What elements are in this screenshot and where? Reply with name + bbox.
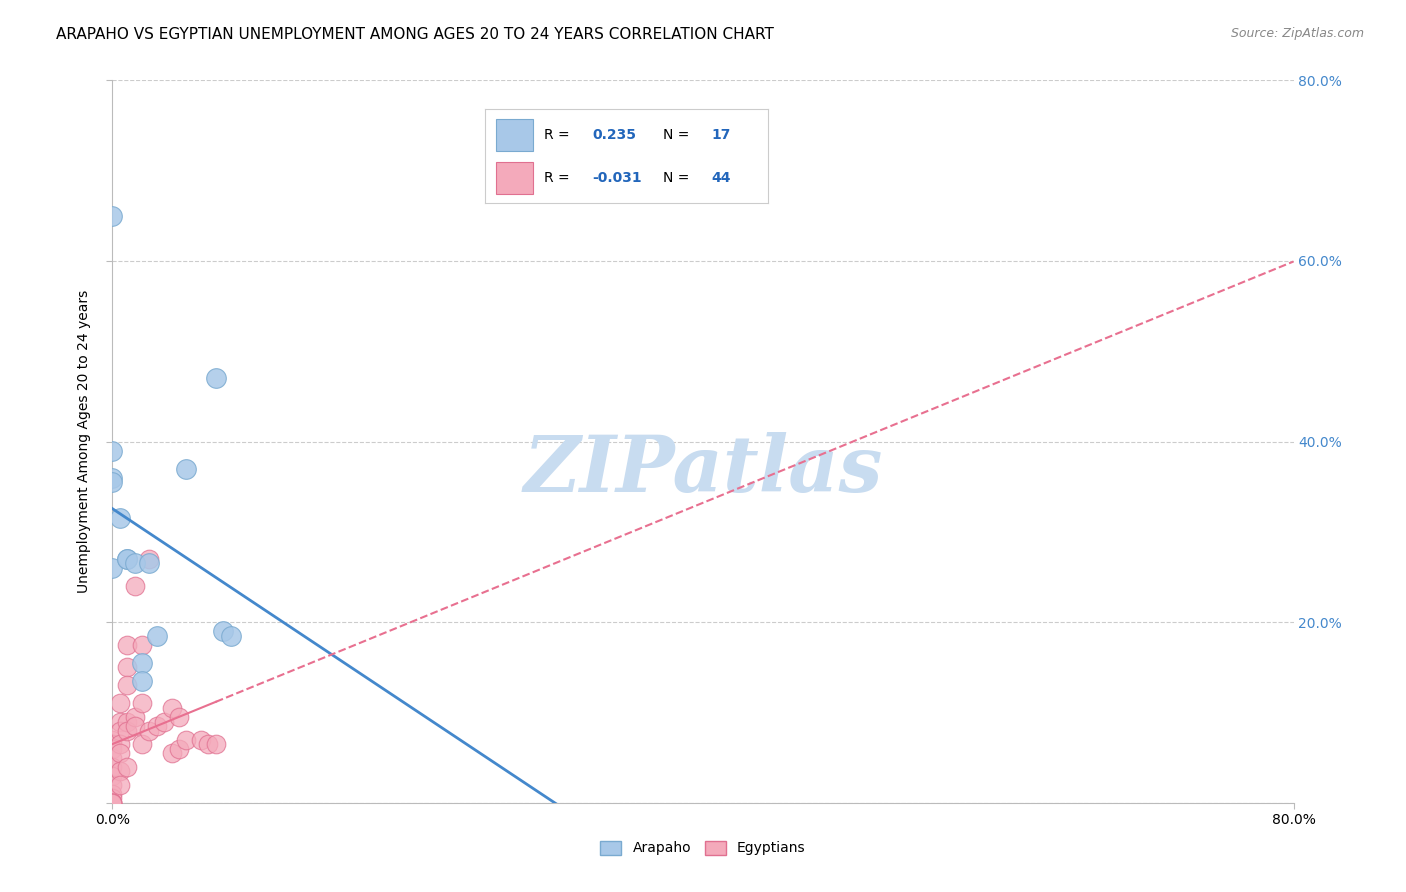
Point	[108, 511, 131, 525]
Point	[101, 741, 124, 756]
Point	[153, 714, 176, 729]
Point	[101, 471, 124, 485]
Point	[131, 673, 153, 688]
Point	[101, 443, 124, 458]
Point	[101, 796, 124, 810]
Point	[101, 760, 124, 774]
Point	[131, 737, 153, 751]
Text: ARAPAHO VS EGYPTIAN UNEMPLOYMENT AMONG AGES 20 TO 24 YEARS CORRELATION CHART: ARAPAHO VS EGYPTIAN UNEMPLOYMENT AMONG A…	[56, 27, 775, 42]
Point	[117, 552, 138, 566]
Point	[205, 371, 228, 385]
Point	[124, 719, 146, 733]
Point	[108, 714, 131, 729]
Point	[108, 764, 131, 779]
Point	[124, 579, 146, 593]
Point	[101, 778, 124, 792]
Point	[101, 750, 124, 764]
Point	[101, 732, 124, 747]
Point	[108, 737, 131, 751]
Point	[138, 723, 160, 738]
Text: ZIPatlas: ZIPatlas	[523, 433, 883, 508]
Point	[160, 701, 183, 715]
Point	[131, 638, 153, 652]
Legend: Arapaho, Egyptians: Arapaho, Egyptians	[595, 835, 811, 861]
Point	[108, 723, 131, 738]
Point	[138, 552, 160, 566]
Point	[101, 796, 124, 810]
Y-axis label: Unemployment Among Ages 20 to 24 years: Unemployment Among Ages 20 to 24 years	[77, 290, 91, 593]
Point	[108, 778, 131, 792]
Point	[117, 678, 138, 692]
Point	[101, 791, 124, 805]
Point	[101, 209, 124, 223]
Point	[167, 741, 190, 756]
Point	[197, 737, 219, 751]
Point	[219, 629, 242, 643]
Point	[138, 557, 160, 571]
Point	[131, 656, 153, 670]
Point	[117, 552, 138, 566]
Point	[124, 710, 146, 724]
Point	[117, 714, 138, 729]
Point	[101, 737, 124, 751]
Point	[190, 732, 212, 747]
Point	[212, 624, 235, 639]
Point	[108, 746, 131, 760]
Point	[117, 638, 138, 652]
Point	[101, 561, 124, 575]
Point	[167, 710, 190, 724]
Point	[117, 723, 138, 738]
Point	[101, 475, 124, 490]
Point	[108, 697, 131, 711]
Point	[117, 760, 138, 774]
Point	[174, 732, 197, 747]
Point	[101, 796, 124, 810]
Point	[174, 461, 197, 475]
Point	[101, 787, 124, 801]
Point	[101, 796, 124, 810]
Point	[117, 660, 138, 674]
Point	[146, 719, 169, 733]
Point	[146, 629, 169, 643]
Point	[101, 769, 124, 783]
Point	[131, 697, 153, 711]
Point	[205, 737, 228, 751]
Point	[160, 746, 183, 760]
Text: Source: ZipAtlas.com: Source: ZipAtlas.com	[1230, 27, 1364, 40]
Point	[124, 557, 146, 571]
